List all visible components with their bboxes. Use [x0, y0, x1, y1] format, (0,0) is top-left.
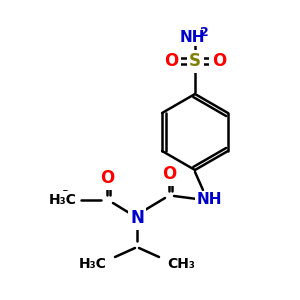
Text: NH: NH — [179, 29, 205, 44]
Text: NH: NH — [196, 193, 222, 208]
Text: 2: 2 — [200, 26, 208, 40]
Text: 3: 3 — [61, 190, 69, 200]
Text: H₃C: H₃C — [49, 193, 77, 207]
Text: H₃C: H₃C — [79, 257, 107, 271]
Text: O: O — [164, 52, 178, 70]
Text: H: H — [63, 193, 75, 207]
Text: O: O — [212, 52, 226, 70]
Text: O: O — [100, 169, 114, 187]
Text: O: O — [162, 165, 176, 183]
Text: C: C — [57, 192, 67, 206]
Text: CH₃: CH₃ — [167, 257, 195, 271]
Text: N: N — [130, 209, 144, 227]
Text: S: S — [189, 52, 201, 70]
